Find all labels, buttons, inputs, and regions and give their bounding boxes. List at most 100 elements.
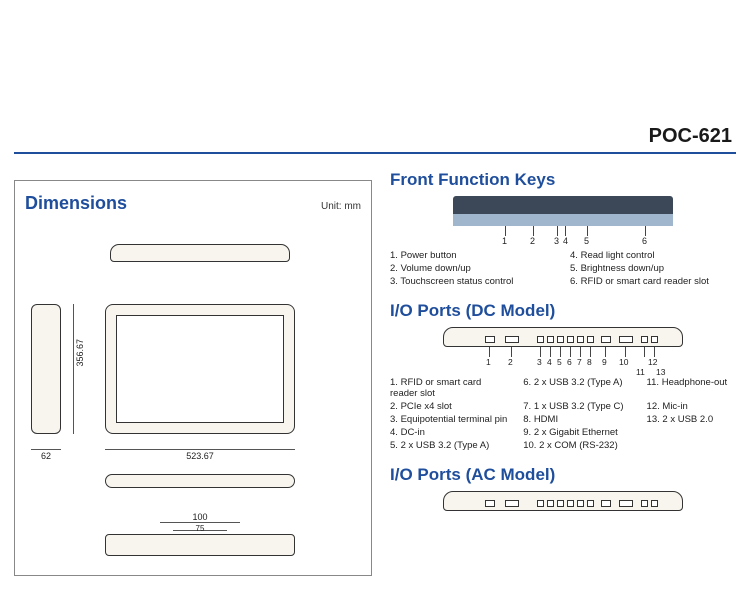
dim-line-mount-outer xyxy=(160,522,240,523)
io-tick xyxy=(560,347,561,357)
dim-mount-inner: 75 xyxy=(173,524,227,533)
legend-item: 5. Brightness down/up xyxy=(570,263,736,274)
legend-item: 13. 2 x USB 2.0 xyxy=(647,414,736,425)
legend-item: 10. 2 x COM (RS-232) xyxy=(523,440,632,451)
legend-item: 2. Volume down/up xyxy=(390,263,556,274)
io-port xyxy=(567,500,574,507)
fk-bezel xyxy=(453,214,673,226)
legend-item: 8. HDMI xyxy=(523,414,632,425)
io-dc-heading: I/O Ports (DC Model) xyxy=(390,301,736,321)
drawing-bottom-profile xyxy=(105,474,295,488)
io-tick xyxy=(605,347,606,357)
legend-item: 9. 2 x Gigabit Ethernet xyxy=(523,427,632,438)
io-callout: 6 xyxy=(567,357,572,367)
divider-rule xyxy=(14,152,736,154)
io-callout: 4 xyxy=(547,357,552,367)
io-callout: 2 xyxy=(508,357,513,367)
io-tick xyxy=(489,347,490,357)
io-tick xyxy=(625,347,626,357)
fk-callout: 4 xyxy=(563,236,568,246)
io-tick xyxy=(590,347,591,357)
io-callout: 7 xyxy=(577,357,582,367)
legend-item: 1. Power button xyxy=(390,250,556,261)
io-port xyxy=(567,336,574,343)
io-port xyxy=(641,336,648,343)
drawing-top-profile xyxy=(110,244,290,262)
fk-tick xyxy=(565,226,566,236)
front-keys-legend: 1. Power button 4. Read light control 2.… xyxy=(390,250,736,287)
io-tick xyxy=(580,347,581,357)
io-callout: 8 xyxy=(587,357,592,367)
legend-item: 5. 2 x USB 3.2 (Type A) xyxy=(390,440,509,451)
front-keys-diagram: 1 2 3 4 5 6 xyxy=(453,196,673,244)
fk-tick xyxy=(587,226,588,236)
legend-item: 12. Mic-in xyxy=(647,401,736,412)
product-title: POC-621 xyxy=(649,125,732,148)
fk-callout: 2 xyxy=(530,236,535,246)
fk-callout: 5 xyxy=(584,236,589,246)
io-tick xyxy=(511,347,512,357)
unit-label: Unit: mm xyxy=(321,201,361,212)
dim-depth: 62 xyxy=(31,451,61,461)
io-port xyxy=(505,336,519,343)
io-dc-diagram: 1 2 3 4 5 6 7 8 9 10 12 11 13 xyxy=(443,327,683,371)
io-callout: 9 xyxy=(602,357,607,367)
drawing-screen xyxy=(116,315,284,423)
io-port xyxy=(651,336,658,343)
fk-tick xyxy=(505,226,506,236)
io-callout: 10 xyxy=(619,357,628,367)
dim-width: 523.67 xyxy=(105,451,295,461)
legend-item: 6. RFID or smart card reader slot xyxy=(570,276,736,287)
io-port xyxy=(619,336,633,343)
dimensions-panel: Dimensions Unit: mm 356.67 62 523.67 100… xyxy=(14,180,372,576)
dim-height: 356.67 xyxy=(75,339,85,367)
io-port xyxy=(557,336,564,343)
io-port xyxy=(651,500,658,507)
legend-item: 3. Equipotential terminal pin xyxy=(390,414,509,425)
legend-item: 1. RFID or smart card reader slot xyxy=(390,377,509,399)
io-port xyxy=(577,336,584,343)
io-port xyxy=(547,500,554,507)
legend-item: 7. 1 x USB 3.2 (Type C) xyxy=(523,401,632,412)
io-port xyxy=(601,336,611,343)
dim-line-width xyxy=(105,449,295,450)
io-ac-heading: I/O Ports (AC Model) xyxy=(390,465,736,485)
fk-callout: 3 xyxy=(554,236,559,246)
dim-line-height xyxy=(73,304,74,434)
fk-tick xyxy=(645,226,646,236)
io-ac-diagram xyxy=(443,491,683,535)
io-callout: 1 xyxy=(486,357,491,367)
legend-item: 11. Headphone-out xyxy=(647,377,736,399)
fk-callout: 6 xyxy=(642,236,647,246)
io-callout: 3 xyxy=(537,357,542,367)
io-port xyxy=(547,336,554,343)
io-dc-legend: 1. RFID or smart card reader slot 6. 2 x… xyxy=(390,377,736,451)
drawing-front-view xyxy=(105,304,295,434)
fk-tick xyxy=(533,226,534,236)
dim-mount-outer: 100 xyxy=(160,512,240,522)
io-tick xyxy=(540,347,541,357)
io-tick xyxy=(570,347,571,357)
io-port xyxy=(485,336,495,343)
io-port xyxy=(537,336,544,343)
dim-line-depth xyxy=(31,449,61,450)
io-tick xyxy=(654,347,655,357)
io-port xyxy=(641,500,648,507)
legend-item: 6. 2 x USB 3.2 (Type A) xyxy=(523,377,632,399)
io-port xyxy=(577,500,584,507)
legend-item: 2. PCIe x4 slot xyxy=(390,401,509,412)
legend-item: 4. DC-in xyxy=(390,427,509,438)
io-callout: 12 xyxy=(648,357,657,367)
drawing-side-profile xyxy=(31,304,61,434)
legend-item: 4. Read light control xyxy=(570,250,736,261)
io-port xyxy=(537,500,544,507)
legend-item: 3. Touchscreen status control xyxy=(390,276,556,287)
fk-tick xyxy=(557,226,558,236)
io-tick xyxy=(550,347,551,357)
io-port xyxy=(587,336,594,343)
io-port xyxy=(505,500,519,507)
io-port xyxy=(601,500,611,507)
drawing-rear-view xyxy=(105,534,295,556)
front-keys-heading: Front Function Keys xyxy=(390,170,736,190)
io-port xyxy=(557,500,564,507)
